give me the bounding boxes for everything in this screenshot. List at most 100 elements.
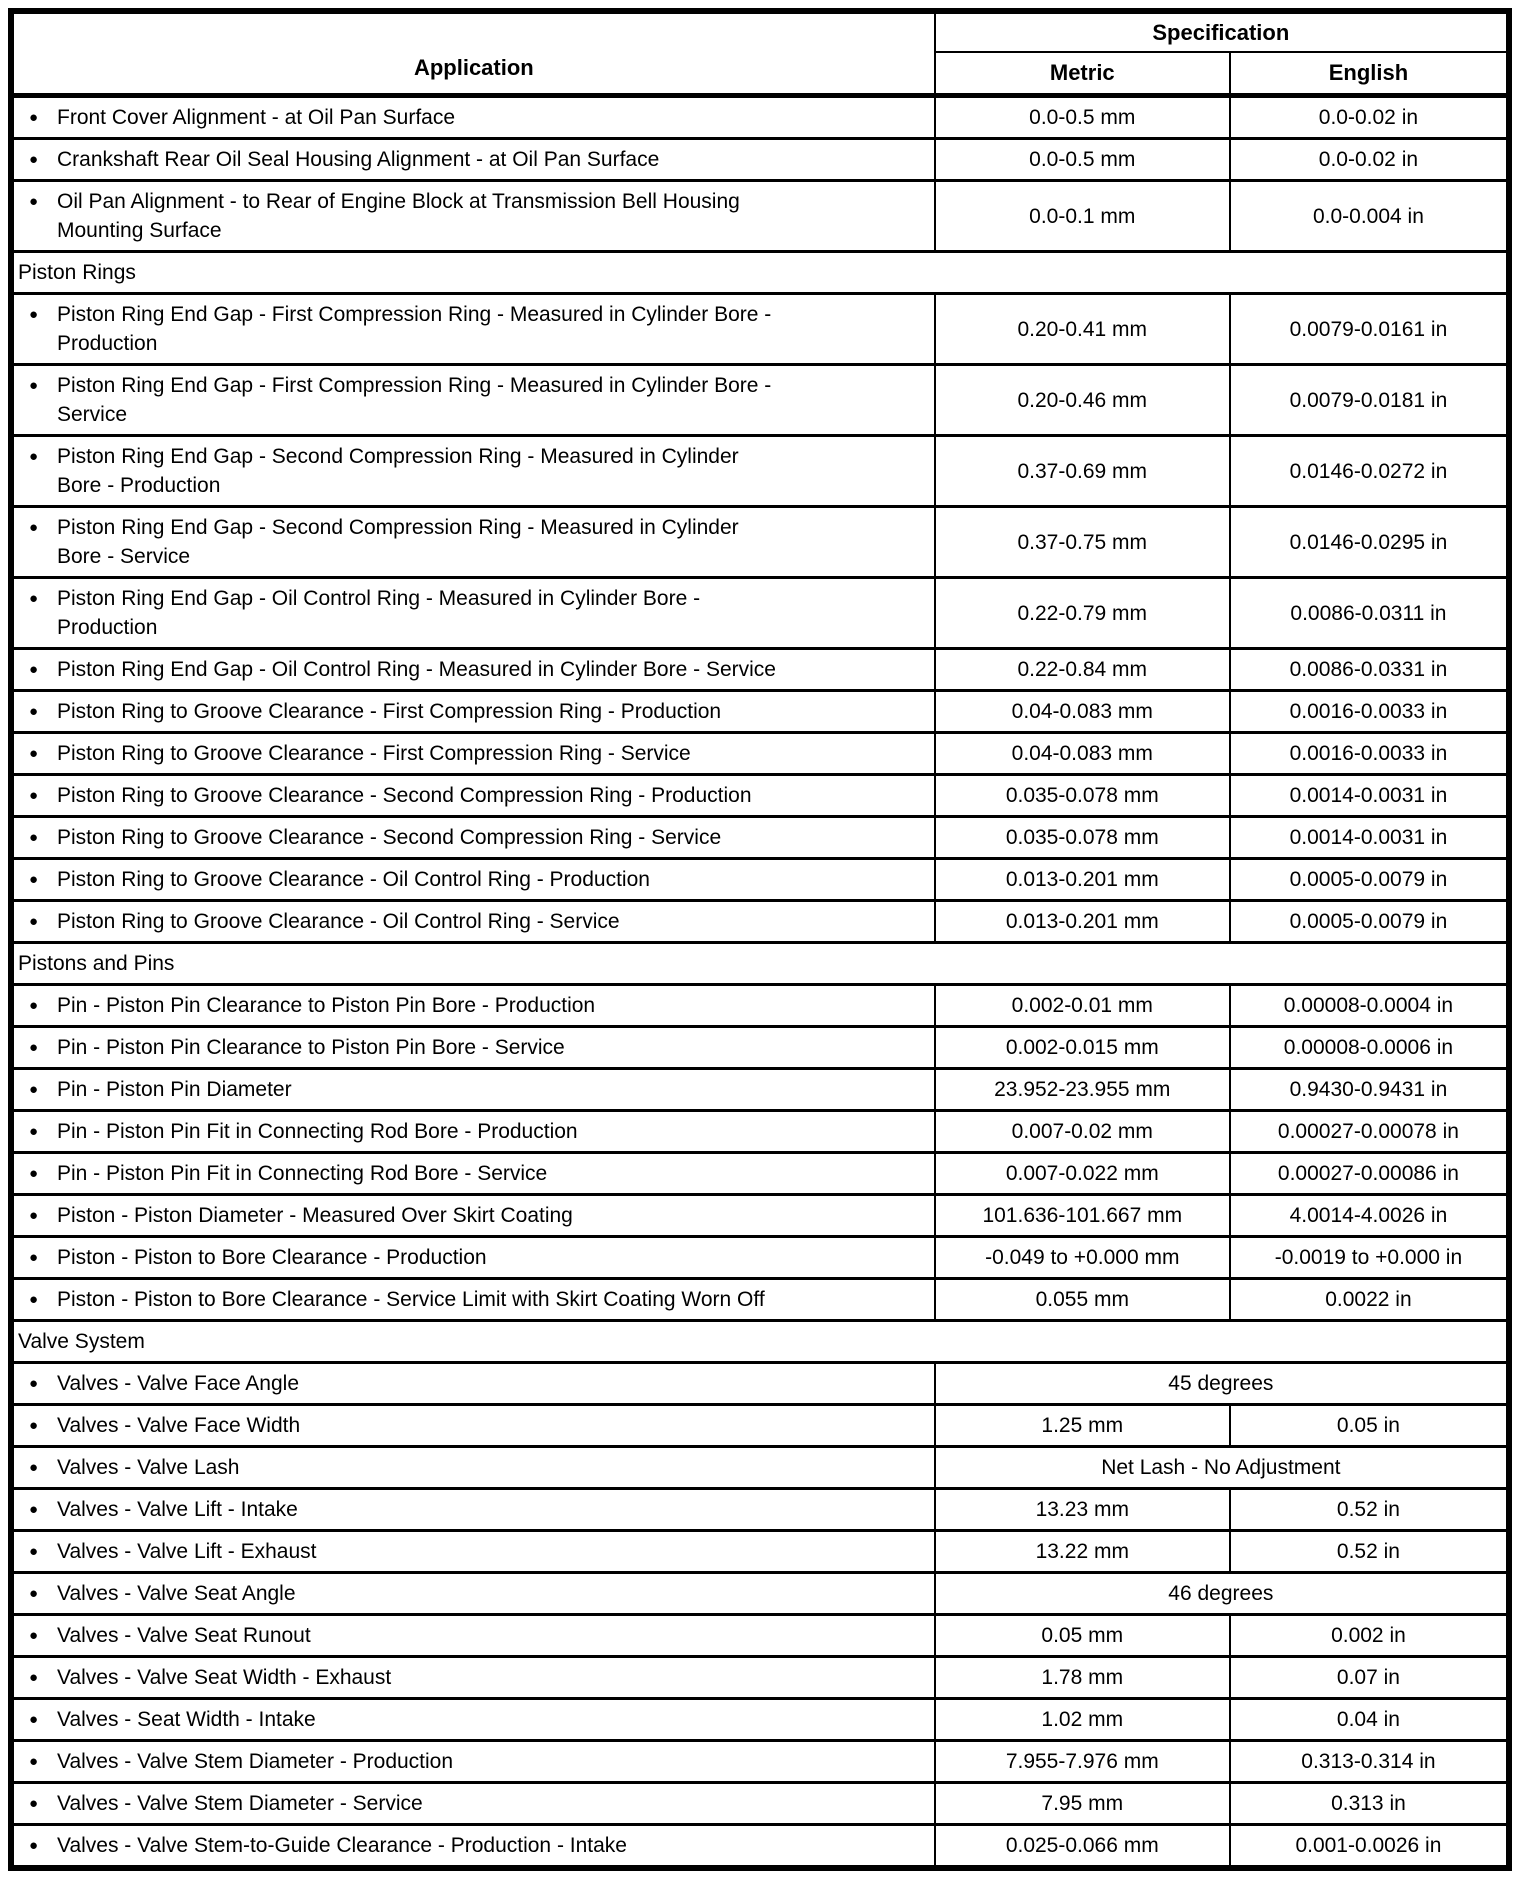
bullet-icon: ● <box>29 151 39 168</box>
application-label: Valves - Valve Stem Diameter - Productio… <box>57 1750 454 1773</box>
english-value: 0.0014-0.0031 in <box>1229 774 1509 818</box>
spec-table-row: ● Valves - Valve Seat Runout 0.05 mm 0.0… <box>11 1614 1509 1658</box>
spec-table-row: ● Valves - Valve Seat Width - Exhaust 1.… <box>11 1656 1509 1700</box>
application-content: ● Piston Ring End Gap - Oil Control Ring… <box>29 655 924 684</box>
spec-table-row: ● Piston Ring End Gap - Oil Control Ring… <box>11 648 1509 692</box>
header-row-top: Application Specification <box>11 11 1509 98</box>
spec-table-row-combined: ● Valves - Valve Lash Net Lash - No Adju… <box>11 1446 1509 1490</box>
bullet-icon: ● <box>29 1585 39 1602</box>
application-cell: ● Valves - Valve Seat Angle <box>11 1572 936 1616</box>
bullet-icon: ● <box>29 519 39 536</box>
application-cell: ● Valves - Valve Stem-to-Guide Clearance… <box>11 1824 936 1870</box>
spec-table-row: ● Valves - Seat Width - Intake 1.02 mm 0… <box>11 1698 1509 1742</box>
bullet-icon: ● <box>29 1081 39 1098</box>
table-body: ● Front Cover Alignment - at Oil Pan Sur… <box>11 95 1509 1870</box>
bullet-icon: ● <box>29 1207 39 1224</box>
english-value: 0.05 in <box>1229 1404 1509 1448</box>
metric-value: 0.002-0.01 mm <box>934 984 1231 1028</box>
spec-table-row: ● Crankshaft Rear Oil Seal Housing Align… <box>11 138 1509 182</box>
english-value: 0.04 in <box>1229 1698 1509 1742</box>
section-header-row: Valve System <box>11 1320 1509 1364</box>
english-value: 0.52 in <box>1229 1488 1509 1532</box>
application-cell: ● Valves - Valve Lash <box>11 1446 936 1490</box>
application-cell: ● Pin - Piston Pin Diameter <box>11 1068 936 1112</box>
application-cell: ● Valves - Valve Lift - Exhaust <box>11 1530 936 1574</box>
bullet-icon: ● <box>29 787 39 804</box>
metric-value: 13.23 mm <box>934 1488 1231 1532</box>
engine-specification-table: Application Specification Metric English… <box>8 8 1512 1871</box>
bullet-icon: ● <box>29 448 39 465</box>
application-label: Piston Ring End Gap - Oil Control Ring -… <box>57 658 776 681</box>
application-content: ● Piston Ring End Gap - First Compressio… <box>29 371 924 429</box>
bullet-icon: ● <box>29 193 39 210</box>
metric-value: 0.37-0.75 mm <box>934 506 1231 579</box>
application-label: Valves - Valve Seat Width - Exhaust <box>57 1666 392 1689</box>
application-label: Piston Ring to Groove Clearance - Oil Co… <box>57 868 650 891</box>
english-value: 0.0086-0.0311 in <box>1229 577 1509 650</box>
english-value: 0.9430-0.9431 in <box>1229 1068 1509 1112</box>
spec-table-row: ● Pin - Piston Pin Fit in Connecting Rod… <box>11 1110 1509 1154</box>
metric-value: 0.0-0.5 mm <box>934 95 1231 140</box>
english-value: 0.0022 in <box>1229 1278 1509 1322</box>
english-value: 0.0-0.004 in <box>1229 180 1509 253</box>
spec-table-row: ● Piston Ring End Gap - First Compressio… <box>11 293 1509 366</box>
spec-table-row: ● Piston Ring to Groove Clearance - Seco… <box>11 816 1509 860</box>
application-content: ● Valves - Valve Face Width <box>29 1411 924 1440</box>
application-cell: ● Valves - Valve Seat Runout <box>11 1614 936 1658</box>
bullet-icon: ● <box>29 1837 39 1854</box>
section-label: Valve System <box>11 1320 1509 1364</box>
bullet-icon: ● <box>29 109 39 126</box>
bullet-icon: ● <box>29 1417 39 1434</box>
application-content: ● Piston Ring to Groove Clearance - Seco… <box>29 823 924 852</box>
application-cell: ● Pin - Piston Pin Fit in Connecting Rod… <box>11 1152 936 1196</box>
application-content: ● Valves - Valve Lash <box>29 1453 924 1482</box>
metric-value: 0.035-0.078 mm <box>934 816 1231 860</box>
spec-table-row: ● Piston Ring to Groove Clearance - Firs… <box>11 732 1509 776</box>
application-label: Piston - Piston Diameter - Measured Over… <box>57 1204 573 1227</box>
application-cell: ● Oil Pan Alignment - to Rear of Engine … <box>11 180 936 253</box>
application-label: Valves - Seat Width - Intake <box>57 1708 316 1731</box>
application-cell: ● Valves - Valve Face Angle <box>11 1362 936 1406</box>
section-header-row: Piston Rings <box>11 251 1509 295</box>
english-value: 0.0079-0.0181 in <box>1229 364 1509 437</box>
metric-value: 0.37-0.69 mm <box>934 435 1231 508</box>
application-cell: ● Piston Ring to Groove Clearance - Oil … <box>11 858 936 902</box>
application-content: ● Piston Ring to Groove Clearance - Oil … <box>29 865 924 894</box>
application-label: Valves - Valve Seat Runout <box>57 1624 311 1647</box>
metric-value: 7.95 mm <box>934 1782 1231 1826</box>
bullet-icon: ● <box>29 1459 39 1476</box>
application-label: Piston Ring to Groove Clearance - First … <box>57 742 691 765</box>
application-label: Piston Ring End Gap - First Compression … <box>57 303 772 355</box>
application-content: ● Crankshaft Rear Oil Seal Housing Align… <box>29 145 924 174</box>
application-cell: ● Piston Ring End Gap - First Compressio… <box>11 293 936 366</box>
metric-value: 0.05 mm <box>934 1614 1231 1658</box>
metric-value: 23.952-23.955 mm <box>934 1068 1231 1112</box>
metric-value: -0.049 to +0.000 mm <box>934 1236 1231 1280</box>
spec-table-row: ● Piston Ring End Gap - Second Compressi… <box>11 506 1509 579</box>
metric-value: 101.636-101.667 mm <box>934 1194 1231 1238</box>
spec-table-row: ● Valves - Valve Lift - Exhaust 13.22 mm… <box>11 1530 1509 1574</box>
bullet-icon: ● <box>29 1627 39 1644</box>
application-cell: ● Front Cover Alignment - at Oil Pan Sur… <box>11 95 936 140</box>
application-cell: ● Piston - Piston to Bore Clearance - Pr… <box>11 1236 936 1280</box>
metric-value: 0.04-0.083 mm <box>934 690 1231 734</box>
application-cell: ● Piston Ring End Gap - First Compressio… <box>11 364 936 437</box>
metric-value: 0.0-0.1 mm <box>934 180 1231 253</box>
application-cell: ● Piston - Piston Diameter - Measured Ov… <box>11 1194 936 1238</box>
application-content: ● Valves - Valve Seat Width - Exhaust <box>29 1663 924 1692</box>
application-cell: ● Piston - Piston to Bore Clearance - Se… <box>11 1278 936 1322</box>
metric-value: 1.25 mm <box>934 1404 1231 1448</box>
metric-value: 0.20-0.46 mm <box>934 364 1231 437</box>
application-content: ● Piston Ring End Gap - First Compressio… <box>29 300 924 358</box>
application-label: Valves - Valve Lash <box>57 1456 240 1479</box>
spec-table-row: ● Pin - Piston Pin Clearance to Piston P… <box>11 1026 1509 1070</box>
metric-value: 0.035-0.078 mm <box>934 774 1231 818</box>
spec-table-row: ● Valves - Valve Stem Diameter - Service… <box>11 1782 1509 1826</box>
spec-table-row: ● Piston Ring to Groove Clearance - Oil … <box>11 858 1509 902</box>
application-cell: ● Valves - Valve Stem Diameter - Product… <box>11 1740 936 1784</box>
metric-value: 1.78 mm <box>934 1656 1231 1700</box>
bullet-icon: ● <box>29 1795 39 1812</box>
spec-table-row: ● Pin - Piston Pin Clearance to Piston P… <box>11 984 1509 1028</box>
application-label: Oil Pan Alignment - to Rear of Engine Bl… <box>57 190 740 242</box>
